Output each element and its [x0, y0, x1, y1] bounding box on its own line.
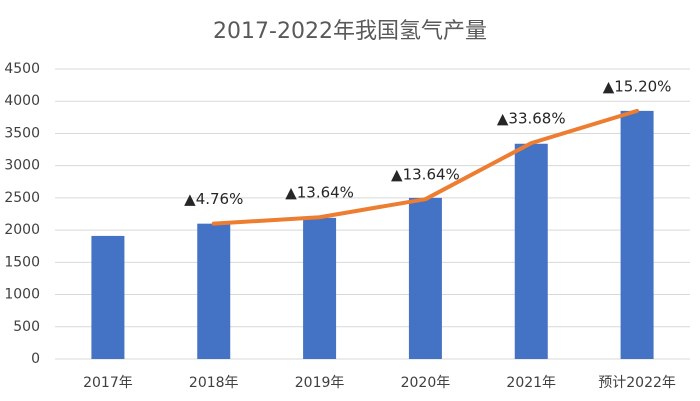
y-tick-label: 1500 [4, 254, 40, 270]
annotation: ▲13.64% [285, 184, 354, 202]
y-tick-label: 0 [31, 351, 40, 367]
y-tick-label: 1000 [4, 287, 40, 303]
bar [514, 143, 548, 359]
bar [91, 235, 125, 359]
bar [620, 110, 654, 359]
bar [303, 217, 337, 359]
line [211, 108, 640, 226]
y-tick-label: 4500 [4, 61, 40, 77]
y-tick-label: 4000 [4, 93, 40, 109]
bar [408, 197, 442, 359]
annotation: ▲13.64% [391, 166, 460, 184]
annotation: ▲33.68% [497, 110, 566, 128]
x-tick-label: 2019年 [295, 375, 345, 391]
y-tick-label: 2000 [4, 222, 40, 238]
bar [197, 223, 231, 359]
x-tick-label: 2018年 [189, 375, 239, 391]
x-tick-label: 2020年 [401, 375, 451, 391]
x-tick-label: 2017年 [83, 375, 133, 391]
y-tick-label: 2500 [4, 190, 40, 206]
x-tick-label: 预计2022年 [598, 375, 676, 391]
y-tick-label: 3000 [4, 158, 40, 174]
y-tick-label: 500 [13, 319, 40, 335]
chart-title: 2017-2022年我国氢气产量 [213, 19, 487, 44]
y-tick-label: 3500 [4, 125, 40, 141]
x-tick-label: 2021年 [506, 375, 556, 391]
annotation: ▲4.76% [184, 190, 243, 208]
annotation: ▲15.20% [603, 77, 672, 95]
